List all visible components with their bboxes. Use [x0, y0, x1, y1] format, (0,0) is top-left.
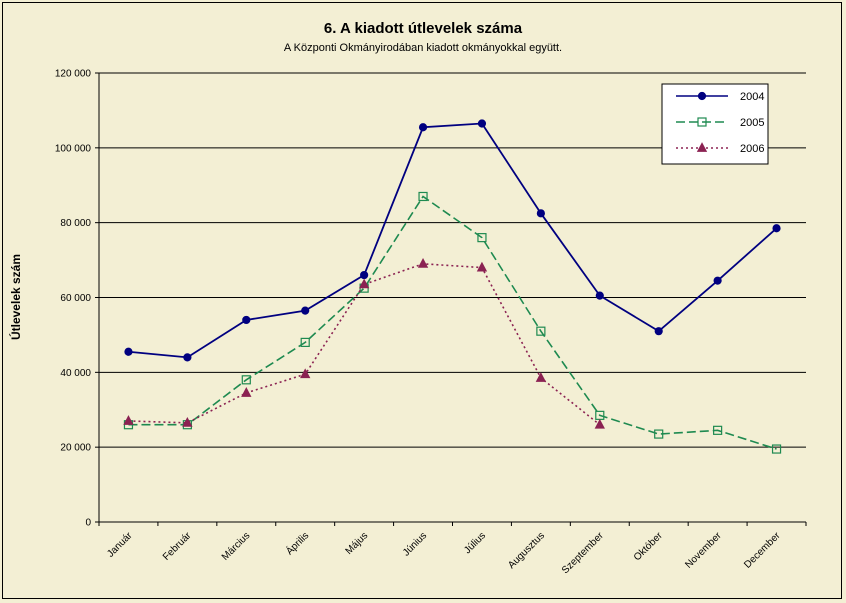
chart-subtitle: A Központi Okmányirodában kiadott okmány…	[284, 42, 562, 54]
data-point	[241, 387, 252, 397]
series-2004	[124, 119, 781, 362]
y-tick-label: 20 000	[60, 443, 91, 454]
data-point	[535, 372, 547, 382]
x-tick-label: Augusztus	[506, 530, 547, 571]
data-point	[183, 353, 192, 362]
x-tick-label: Március	[220, 530, 253, 563]
legend-label: 2004	[740, 91, 764, 103]
data-point	[124, 347, 133, 356]
x-tick-label: Június	[401, 530, 429, 558]
x-tick-label: Szeptember	[560, 530, 606, 576]
data-point	[417, 257, 429, 268]
y-tick-labels: 0 20 000 40 000 60 000 80 000 100 000 120 000	[55, 69, 92, 529]
data-point	[536, 209, 545, 218]
data-point	[123, 415, 134, 425]
data-point	[301, 306, 310, 315]
chart-title: 6. A kiadott útlevelek száma	[324, 20, 523, 37]
x-tick-label: Február	[161, 530, 194, 563]
data-point	[713, 425, 723, 435]
legend-entry: 2006	[676, 142, 764, 155]
series-line	[128, 122, 778, 359]
data-point	[300, 368, 311, 379]
data-point	[477, 233, 487, 243]
series-group	[123, 119, 782, 454]
data-point	[594, 418, 605, 429]
legend-marker	[697, 91, 707, 101]
x-tick-label: Május	[344, 530, 371, 557]
x-tick-label: Október	[632, 530, 665, 563]
data-point	[241, 375, 251, 385]
data-point	[772, 224, 781, 233]
x-tick-label: Április	[283, 529, 311, 557]
series-2005	[123, 191, 782, 454]
x-tick-labels: Január Február Március Április Május Június Jú…	[105, 529, 783, 576]
y-tick-label: 60 000	[60, 293, 91, 304]
legend-entry: 2004	[676, 91, 764, 103]
series-line	[128, 263, 601, 426]
legend-entry: 2005	[676, 117, 764, 129]
legend-box	[661, 83, 769, 165]
y-tick-label: 0	[85, 518, 91, 529]
data-point	[182, 416, 193, 427]
legend: 2004 2005 2006	[661, 83, 769, 165]
legend-label: 2006	[740, 143, 764, 155]
gridlines	[99, 72, 806, 448]
x-tick-label: November	[683, 530, 724, 571]
axes	[95, 72, 807, 526]
data-point	[300, 337, 310, 347]
data-point	[536, 326, 546, 336]
x-tick-label: Január	[105, 530, 135, 560]
data-point	[654, 327, 663, 336]
y-axis-label: Útlevelek szám	[8, 254, 23, 340]
data-point	[358, 278, 370, 289]
y-tick-label: 80 000	[60, 218, 91, 229]
y-tick-label: 100 000	[55, 143, 92, 154]
data-point	[713, 276, 722, 285]
data-point	[360, 270, 369, 280]
series-2006	[123, 257, 605, 429]
data-point	[418, 191, 428, 202]
y-tick-label: 40 000	[60, 368, 91, 379]
series-line	[128, 195, 777, 450]
x-tick-label: December	[742, 530, 783, 571]
legend-label: 2005	[740, 117, 764, 129]
data-point	[418, 123, 428, 132]
data-point	[771, 444, 782, 454]
data-point	[242, 315, 251, 325]
data-point	[595, 291, 604, 300]
legend-marker	[697, 117, 707, 127]
legend-marker	[696, 142, 708, 152]
data-point	[476, 261, 488, 272]
x-tick-label: Július	[462, 530, 488, 556]
y-tick-label: 120 000	[55, 69, 92, 80]
data-point	[654, 429, 664, 439]
data-point	[477, 119, 487, 128]
